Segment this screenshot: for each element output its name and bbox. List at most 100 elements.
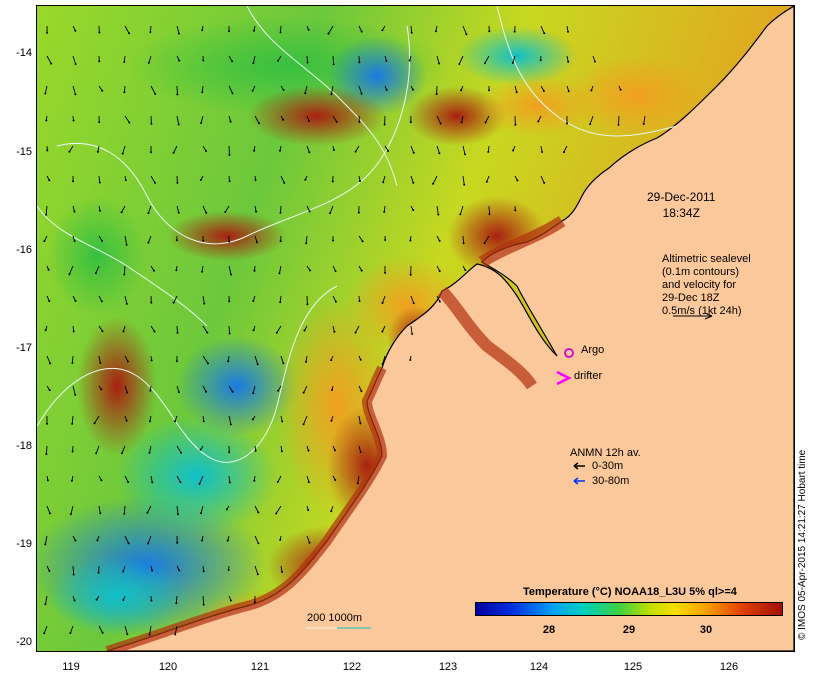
velocity-arrow-head <box>275 331 278 334</box>
velocity-arrow-head <box>412 209 415 212</box>
sst-map[interactable]: 29-Dec-2011 18:34Z Altimetric sealevel (… <box>36 5 795 652</box>
velocity-arrow <box>71 415 74 424</box>
velocity-arrow-head <box>46 422 48 425</box>
velocity-arrow-head <box>172 151 175 154</box>
velocity-arrow-head <box>302 423 305 426</box>
drifter-marker[interactable] <box>556 370 572 386</box>
velocity-arrow-head <box>48 512 51 515</box>
velocity-arrow <box>643 115 646 125</box>
velocity-arrow-head <box>101 330 104 333</box>
velocity-arrow-head <box>543 181 546 184</box>
velocity-arrow-head <box>71 450 74 453</box>
velocity-arrow-head <box>330 93 333 96</box>
velocity-arrow-head <box>72 573 75 576</box>
velocity-arrow-head <box>48 300 51 303</box>
velocity-arrow-head <box>230 273 233 276</box>
velocity-arrow <box>124 235 128 245</box>
velocity-arrow <box>176 505 179 515</box>
velocity-arrow-head <box>483 242 486 245</box>
velocity-arrow-head <box>409 239 412 242</box>
velocity-arrow <box>228 385 233 393</box>
velocity-arrow <box>200 115 204 124</box>
velocity-arrow <box>147 235 152 243</box>
velocity-arrow-head <box>281 570 283 573</box>
velocity-arrow-head <box>178 569 181 572</box>
velocity-arrow <box>46 355 51 364</box>
velocity-arrow-head <box>95 452 98 455</box>
velocity-arrow-head <box>72 119 75 122</box>
velocity-arrow-head <box>198 483 201 485</box>
velocity-arrow-head <box>354 331 357 334</box>
velocity-arrow <box>458 55 464 65</box>
velocity-arrow-head <box>356 482 359 485</box>
velocity-arrow <box>436 145 440 154</box>
velocity-arrow-head <box>48 389 51 392</box>
velocity-arrow-head <box>279 31 282 34</box>
velocity-arrow-head <box>228 180 231 183</box>
velocity-arrow-head <box>150 599 153 602</box>
velocity-arrow-head <box>539 59 542 62</box>
velocity-arrow-head <box>410 31 413 34</box>
velocity-arrow <box>330 85 334 95</box>
velocity-arrow-head <box>175 269 178 272</box>
velocity-arrow-head <box>258 122 261 125</box>
velocity-arrow-head <box>384 271 386 274</box>
velocity-arrow-head <box>589 123 592 126</box>
velocity-arrow-head <box>329 212 332 215</box>
argo-marker[interactable] <box>564 348 574 358</box>
velocity-arrow-head <box>412 181 415 184</box>
velocity-arrow-head <box>122 599 125 601</box>
velocity-arrow <box>303 385 308 393</box>
velocity-arrow-head <box>149 389 152 392</box>
velocity-arrow-head <box>437 213 440 216</box>
velocity-arrow-head <box>279 149 281 152</box>
velocity-arrow-head <box>516 179 519 182</box>
velocity-arrow-head <box>358 120 361 123</box>
velocity-arrow-head <box>149 31 152 33</box>
velocity-arrow <box>563 145 568 153</box>
velocity-arrow-head <box>202 239 205 242</box>
velocity-arrow <box>618 115 620 125</box>
velocity-arrow <box>358 415 361 424</box>
velocity-arrow <box>94 415 100 424</box>
velocity-arrow <box>306 535 310 543</box>
velocity-arrow-head <box>229 423 232 426</box>
velocity-arrow-head <box>74 29 77 32</box>
velocity-arrow <box>410 175 414 183</box>
velocity-arrow-head <box>590 89 593 92</box>
velocity-arrow <box>174 625 178 635</box>
velocity-arrow <box>124 625 128 635</box>
velocity-arrow-head <box>360 269 363 272</box>
velocity-arrow <box>254 235 258 243</box>
velocity-arrow <box>432 175 438 185</box>
velocity-arrow-head <box>303 329 306 332</box>
anmn-title: ANMN 12h av. <box>570 447 641 459</box>
velocity-arrow-head <box>387 150 390 152</box>
velocity-arrow-head <box>360 390 363 393</box>
velocity-arrow <box>512 55 516 64</box>
lon-tick-label: 122 <box>342 661 362 673</box>
velocity-arrow-head <box>45 213 48 216</box>
time-line: 18:34Z <box>662 206 700 220</box>
velocity-arrow-head <box>438 300 441 303</box>
velocity-arrow-head <box>408 59 411 62</box>
velocity-arrow-head <box>381 363 384 365</box>
velocity-arrow-head <box>275 512 278 515</box>
velocity-arrow-head <box>332 149 335 151</box>
velocity-arrow-head <box>126 633 129 636</box>
velocity-arrow-head <box>100 300 103 303</box>
velocity-arrow-head <box>151 569 154 572</box>
altimetry-note: Altimetric sealevel (0.1m contours) and … <box>662 253 751 318</box>
velocity-arrow-head <box>562 151 565 154</box>
velocity-arrow-head <box>205 390 207 393</box>
velocity-arrow <box>123 265 126 275</box>
velocity-arrow <box>202 295 205 304</box>
velocity-arrow-head <box>385 88 388 91</box>
velocity-arrow-head <box>146 511 149 514</box>
velocity-arrow <box>410 145 415 153</box>
velocity-arrow <box>277 475 282 483</box>
velocity-arrow-head <box>226 539 229 542</box>
velocity-arrow <box>202 595 205 605</box>
velocity-arrow <box>46 55 52 64</box>
velocity-arrow <box>124 295 128 304</box>
